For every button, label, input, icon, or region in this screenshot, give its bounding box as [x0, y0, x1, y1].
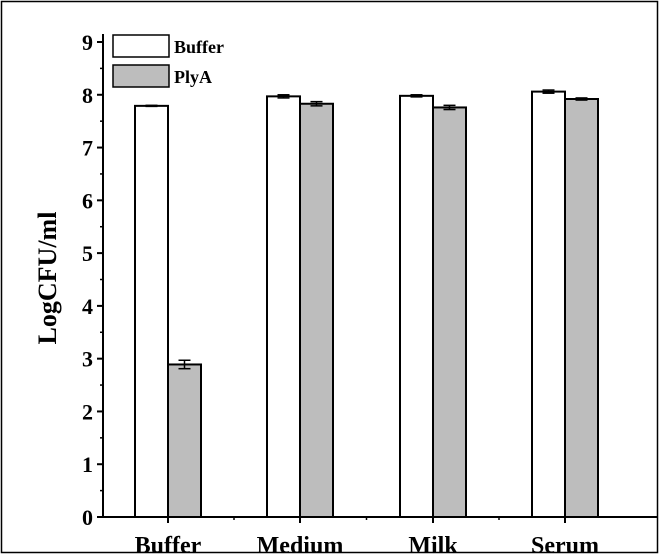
bars [134, 89, 599, 518]
y-tick-label: 9 [82, 30, 93, 55]
y-tick-label: 2 [82, 399, 93, 424]
legend: Buffer PlyA [112, 34, 224, 88]
y-tick-label: 3 [82, 347, 93, 372]
bar-plya-buffer [167, 363, 202, 518]
y-tick-label: 4 [82, 294, 93, 319]
y-tick-label: 8 [82, 83, 93, 108]
bar-plya-serum [564, 98, 599, 518]
x-tick-label: Medium [257, 533, 344, 554]
bar-plya-milk [432, 106, 467, 518]
ticks: 0 1 2 3 4 5 6 7 8 9 Buffer Medium Milk Serum [82, 30, 599, 554]
legend-swatch-buffer [112, 34, 170, 58]
legend-label-buffer: Buffer [174, 37, 224, 57]
x-tick-label: Serum [531, 533, 599, 554]
y-axis-title: LogCFU/ml [33, 212, 62, 345]
y-tick-label: 1 [82, 452, 93, 477]
bar-buffer-medium [266, 95, 301, 518]
x-tick-label: Buffer [135, 533, 202, 554]
bar-buffer-milk [399, 94, 434, 518]
bar-plya-medium [299, 102, 334, 518]
y-tick-label: 5 [82, 241, 93, 266]
y-tick-label: 6 [82, 188, 93, 213]
bar-buffer-serum [531, 90, 566, 518]
legend-swatch-plya [112, 64, 170, 88]
legend-label-plya: PlyA [174, 67, 212, 87]
bar-buffer-buffer [134, 104, 169, 518]
y-tick-label: 7 [82, 136, 93, 161]
x-tick-label: Milk [408, 533, 458, 554]
y-tick-label: 0 [82, 505, 93, 530]
